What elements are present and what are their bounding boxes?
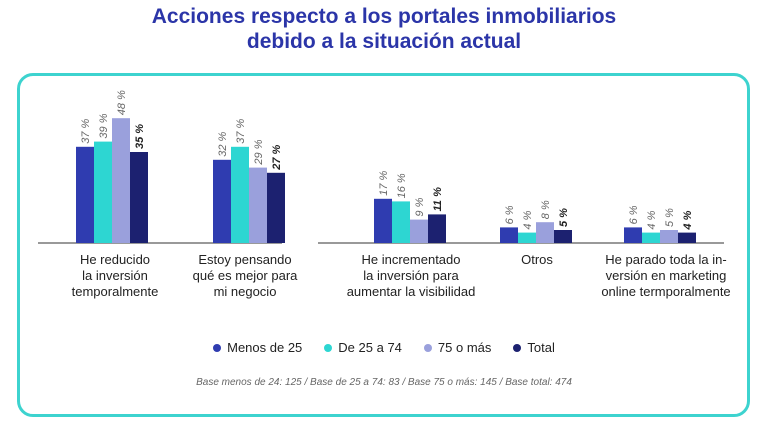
data-label: 6 % (504, 205, 516, 224)
data-label: 9 % (414, 197, 426, 216)
legend-item-total: Total (513, 340, 555, 355)
legend: Menos de 25 De 25 a 74 75 o más Total (0, 340, 768, 355)
legend-item-menos-de-25: Menos de 25 (213, 340, 302, 355)
legend-item-de-25-a-74: De 25 a 74 (324, 340, 402, 355)
legend-swatch (213, 343, 222, 352)
bar-5-total (678, 232, 696, 243)
legend-swatch (513, 343, 522, 352)
base-note: Base menos de 24: 125 / Base de 25 a 74:… (196, 377, 572, 388)
data-label: 4 % (522, 210, 534, 229)
data-label: 11 % (432, 187, 444, 211)
data-label: 39 % (98, 113, 110, 138)
bar-1-menos-de-25 (76, 146, 94, 243)
bar-3-75-o-m-s (410, 219, 428, 243)
chart-title-line-2: debido a la situación actual (246, 30, 522, 53)
bar-4-menos-de-25 (500, 227, 518, 243)
legend-item-75-o-mas: 75 o más (423, 340, 492, 355)
legend-swatch (423, 343, 432, 352)
category-label-2: Estoy pensando qué es mejor para mi nego… (192, 252, 298, 299)
chart-frame (17, 73, 750, 417)
data-label: 37 % (80, 119, 92, 144)
legend-label: De 25 a 74 (338, 340, 402, 355)
data-label: 17 % (378, 171, 390, 196)
bar-1-total (130, 152, 148, 243)
bar-3-total (428, 214, 446, 243)
data-label: 29 % (253, 139, 265, 165)
bar-4-total (554, 230, 572, 243)
bar-2-total (267, 172, 285, 243)
bar-1-de-25-a-74 (94, 141, 112, 243)
bar-5-de-25-a-74 (642, 232, 660, 243)
data-label: 48 % (116, 90, 128, 115)
legend-label: 75 o más (437, 340, 492, 355)
legend-label: Menos de 25 (227, 340, 303, 355)
data-label: 5 % (558, 208, 570, 227)
data-label: 5 % (664, 208, 676, 227)
bar-5-menos-de-25 (624, 227, 642, 243)
data-label: 35 % (134, 124, 146, 149)
data-label: 37 % (235, 119, 247, 144)
bar-2-75-o-m-s (249, 167, 267, 243)
data-label: 8 % (540, 200, 552, 219)
data-label: 16 % (396, 173, 408, 198)
bar-4-de-25-a-74 (518, 232, 536, 243)
data-label: 27 % (271, 145, 283, 171)
chart-title: Acciones respecto a los portales inmobil… (0, 4, 768, 54)
bar-2-menos-de-25 (213, 159, 231, 243)
category-label-5: He parado toda la in- versión en marketi… (601, 252, 731, 299)
category-label-1: He reducido la inversión temporalmente (71, 252, 159, 299)
bar-5-75-o-m-s (660, 230, 678, 243)
bar-1-75-o-m-s (112, 118, 130, 243)
bar-3-de-25-a-74 (392, 201, 410, 243)
bar-3-menos-de-25 (374, 198, 392, 243)
data-label: 32 % (217, 132, 229, 157)
legend-label: Total (527, 340, 555, 355)
category-label-4: Otros (521, 252, 553, 267)
data-label: 4 % (646, 210, 658, 229)
category-label-3: He incrementado la inversión para aument… (346, 252, 476, 299)
bar-4-75-o-m-s (536, 222, 554, 243)
chart-title-line-1: Acciones respecto a los portales inmobil… (151, 5, 617, 28)
data-label: 6 % (628, 205, 640, 224)
bar-2-de-25-a-74 (231, 146, 249, 243)
legend-swatch (324, 343, 333, 352)
data-label: 4 % (682, 210, 694, 230)
